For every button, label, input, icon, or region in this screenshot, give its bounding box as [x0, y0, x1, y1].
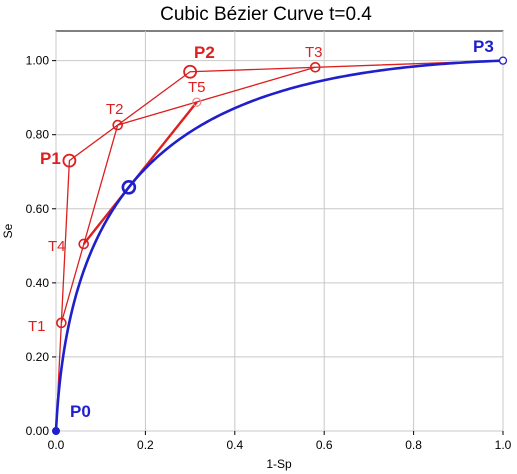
p1-marker — [62, 153, 77, 168]
x-tick-label: 1.0 — [495, 438, 512, 452]
p0-label: P0 — [70, 402, 91, 421]
plot-area — [55, 30, 504, 432]
bezier-curve-series — [54, 59, 504, 432]
t5-marker — [192, 97, 202, 107]
y-tick-label: 0.00 — [26, 424, 50, 438]
x-tick-label: 0.2 — [137, 438, 154, 452]
first-level-lines — [60, 66, 316, 324]
y-tick-label: 1.00 — [26, 54, 50, 68]
t1-label: T1 — [28, 318, 46, 335]
p2-marker — [183, 64, 198, 79]
curve-point-marker — [121, 179, 137, 195]
point-markers — [52, 56, 508, 435]
p1-label: P1 — [40, 149, 61, 168]
x-tick-label: 0.8 — [405, 438, 422, 452]
control-polygon — [55, 59, 504, 432]
t2-marker — [112, 119, 123, 131]
chart-title: Cubic Bézier Curve t=0.4 — [160, 4, 372, 25]
p0-marker — [52, 427, 60, 435]
y-axis-label: Se — [1, 223, 15, 238]
t3-label: T3 — [305, 44, 323, 61]
p2-label: P2 — [194, 43, 215, 62]
grid — [55, 31, 504, 432]
t5-label: T5 — [188, 79, 206, 96]
t3-marker — [309, 61, 321, 73]
t2-label: T2 — [106, 101, 124, 118]
x-tick-label: 0.4 — [226, 438, 243, 452]
x-axis-label: 1-Sp — [266, 457, 292, 471]
x-tick-label: 0.0 — [48, 438, 65, 452]
t1-marker — [56, 317, 67, 329]
x-axis-ticks: 0.0 0.2 0.4 0.6 0.8 1.0 — [48, 431, 512, 452]
p3-marker — [498, 56, 508, 65]
y-tick-label: 0.60 — [26, 202, 50, 216]
point-labels: P0 P1 P2 P3 T1 T2 T3 T4 T5 — [28, 37, 494, 421]
y-tick-label: 0.20 — [26, 350, 50, 364]
y-tick-label: 0.40 — [26, 276, 50, 290]
x-tick-label: 0.6 — [316, 438, 333, 452]
p3-label: P3 — [473, 37, 494, 56]
t4-label: T4 — [48, 238, 66, 255]
y-tick-label: 0.80 — [26, 128, 50, 142]
t4-marker — [78, 238, 90, 250]
